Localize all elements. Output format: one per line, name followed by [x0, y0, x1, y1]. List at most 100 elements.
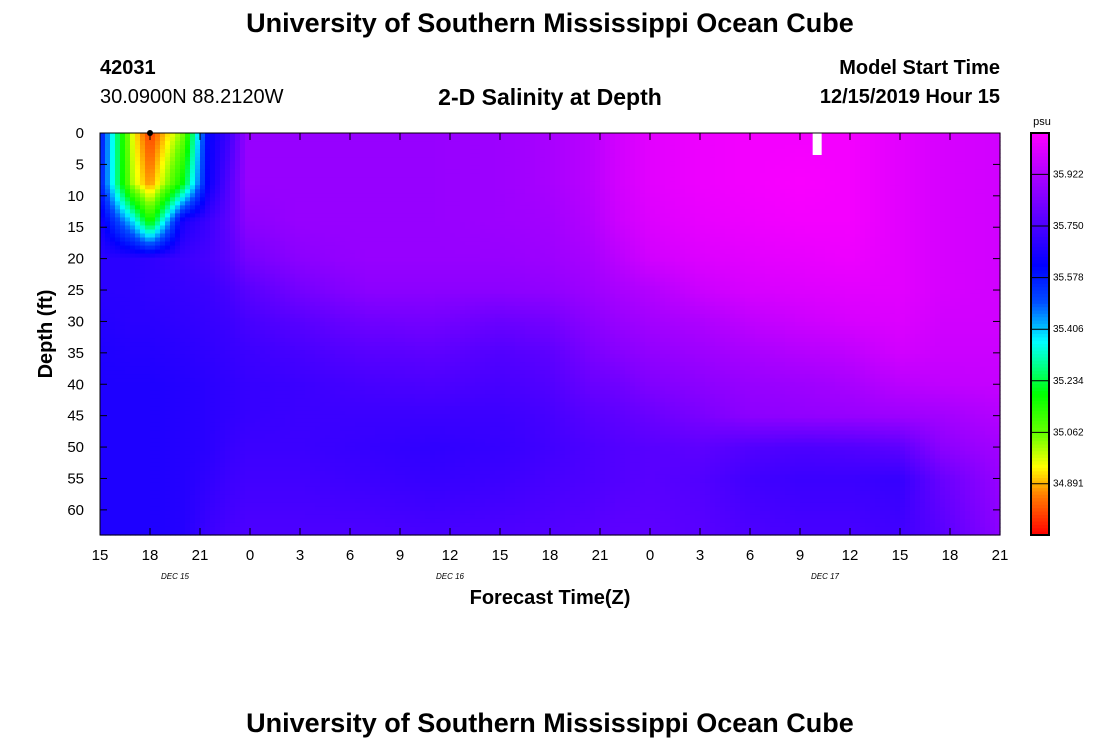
heatmap-cell — [335, 141, 341, 146]
heatmap-cell — [150, 157, 156, 162]
heatmap-cell — [135, 329, 141, 335]
heatmap-cell — [240, 390, 246, 395]
heatmap-cell — [135, 414, 141, 420]
heatmap-cell — [300, 422, 306, 428]
heatmap-cell — [100, 410, 106, 415]
heatmap-cell — [185, 350, 191, 355]
heatmap-cell — [345, 301, 351, 307]
heatmap-cell — [260, 474, 266, 480]
heatmap-cell — [180, 410, 186, 415]
heatmap-cell — [200, 257, 206, 263]
heatmap-cell — [270, 486, 276, 492]
heatmap-cell — [300, 474, 306, 480]
heatmap-cell — [345, 265, 351, 271]
heatmap-cell — [125, 165, 131, 170]
heatmap-cell — [170, 293, 176, 299]
heatmap-cell — [220, 410, 226, 415]
heatmap-cell — [205, 133, 211, 138]
heatmap-cell — [170, 490, 176, 496]
heatmap-cell — [290, 370, 296, 375]
heatmap-cell — [310, 321, 316, 327]
heatmap-cell — [345, 269, 351, 275]
heatmap-cell — [280, 422, 286, 428]
heatmap-cell — [195, 370, 201, 375]
heatmap-cell — [115, 245, 121, 251]
heatmap-cell — [250, 257, 256, 263]
heatmap-cell — [335, 209, 341, 214]
heatmap-cell — [140, 249, 146, 255]
heatmap-cell — [280, 229, 286, 235]
heatmap-cell — [175, 434, 181, 440]
heatmap-cell — [325, 149, 331, 154]
heatmap-cell — [155, 269, 161, 275]
heatmap-cell — [150, 346, 156, 351]
heatmap-cell — [330, 466, 336, 472]
heatmap-cell — [210, 402, 216, 407]
heatmap-cell — [245, 354, 251, 359]
heatmap-cell — [215, 462, 221, 468]
heatmap-cell — [295, 141, 301, 146]
heatmap-cell — [195, 406, 201, 411]
heatmap-cell — [115, 313, 121, 319]
heatmap-cell — [270, 153, 276, 158]
heatmap-cell — [155, 161, 161, 166]
heatmap-cell — [225, 398, 231, 403]
heatmap-cell — [295, 458, 301, 464]
heatmap-cell — [120, 273, 126, 279]
heatmap-cell — [160, 418, 166, 424]
heatmap-cell — [130, 321, 136, 327]
heatmap-cell — [210, 205, 216, 210]
heatmap-cell — [170, 277, 176, 283]
heatmap-cell — [325, 458, 331, 464]
heatmap-cell — [245, 261, 251, 267]
heatmap-cell — [260, 466, 266, 472]
heatmap-cell — [135, 374, 141, 379]
heatmap-cell — [320, 486, 326, 492]
heatmap-cell — [295, 446, 301, 452]
heatmap-cell — [295, 153, 301, 158]
heatmap-cell — [325, 253, 331, 259]
heatmap-cell — [215, 510, 221, 516]
heatmap-cell — [325, 390, 331, 395]
heatmap-cell — [335, 173, 341, 178]
heatmap-cell — [155, 434, 161, 440]
heatmap-cell — [255, 273, 261, 279]
heatmap-cell — [255, 530, 261, 536]
heatmap-cell — [205, 181, 211, 186]
heatmap-cell — [330, 394, 336, 399]
heatmap-cell — [130, 257, 136, 263]
heatmap-cell — [220, 241, 226, 247]
heatmap-cell — [255, 277, 261, 283]
heatmap-cell — [345, 209, 351, 214]
heatmap-cell — [240, 334, 246, 339]
heatmap-cell — [215, 237, 221, 243]
heatmap-cell — [340, 402, 346, 407]
heatmap-cell — [135, 293, 141, 299]
heatmap-cell — [280, 482, 286, 488]
heatmap-cell — [320, 358, 326, 363]
heatmap-cell — [145, 289, 151, 295]
heatmap-cell — [150, 309, 156, 315]
heatmap-cell — [175, 414, 181, 420]
heatmap-cell — [275, 173, 281, 178]
heatmap-cell — [100, 518, 106, 524]
heatmap-cell — [245, 229, 251, 235]
heatmap-cell — [305, 197, 311, 202]
heatmap-cell — [315, 466, 321, 472]
heatmap-cell — [100, 213, 106, 219]
heatmap-cell — [110, 402, 116, 407]
heatmap-cell — [130, 189, 136, 194]
heatmap-cell — [260, 261, 266, 267]
heatmap-cell — [310, 374, 316, 379]
heatmap-cell — [110, 438, 116, 444]
heatmap-cell — [110, 313, 116, 319]
heatmap-cell — [140, 382, 146, 387]
heatmap-cell — [125, 225, 131, 231]
heatmap-cell — [165, 193, 171, 198]
heatmap-cell — [145, 201, 151, 206]
heatmap-cell — [225, 402, 231, 407]
heatmap-cell — [125, 325, 131, 331]
heatmap-cell — [260, 390, 266, 395]
heatmap-cell — [175, 514, 181, 520]
